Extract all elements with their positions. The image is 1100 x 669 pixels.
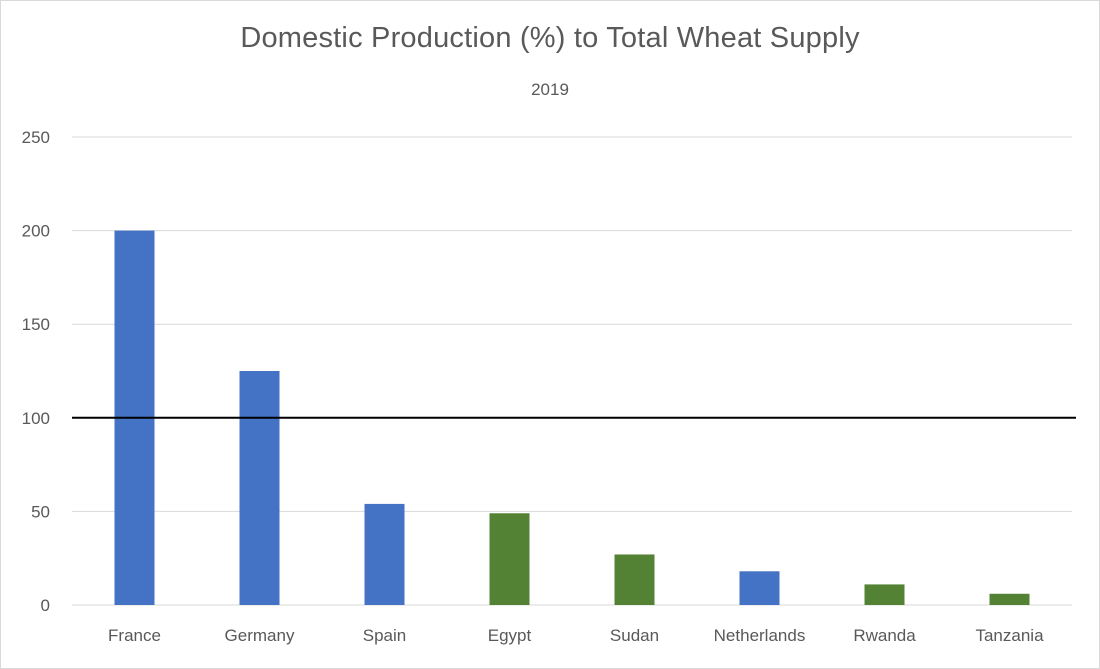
y-axis-tick-labels: 0 50 100 150 200 250 xyxy=(22,128,50,615)
x-tick-label: Netherlands xyxy=(714,626,806,645)
bar-rwanda xyxy=(864,584,905,605)
y-tick-label: 250 xyxy=(22,128,50,147)
x-tick-label: Sudan xyxy=(610,626,659,645)
y-tick-label: 50 xyxy=(31,502,50,521)
bar-tanzania xyxy=(989,593,1030,605)
bar-spain xyxy=(364,503,405,605)
chart-title: Domestic Production (%) to Total Wheat S… xyxy=(240,22,860,54)
x-axis-tick-labels: France Germany Spain Egypt Sudan Netherlands R… xyxy=(108,626,1044,645)
gridlines xyxy=(72,136,1072,606)
x-tick-label: France xyxy=(108,626,161,645)
x-tick-label: Tanzania xyxy=(975,626,1044,645)
y-tick-label: 200 xyxy=(22,222,50,241)
bar-germany xyxy=(239,371,280,605)
x-tick-label: Egypt xyxy=(488,626,532,645)
y-tick-label: 0 xyxy=(41,596,50,615)
x-tick-label: Germany xyxy=(225,626,295,645)
bar-egypt xyxy=(489,513,530,605)
y-tick-label: 100 xyxy=(22,409,50,428)
x-tick-label: Rwanda xyxy=(853,626,916,645)
y-tick-label: 150 xyxy=(22,315,50,334)
chart-subtitle: 2019 xyxy=(531,80,569,99)
bar-netherlands xyxy=(739,571,780,605)
bar-sudan xyxy=(614,554,655,605)
x-tick-label: Spain xyxy=(363,626,406,645)
